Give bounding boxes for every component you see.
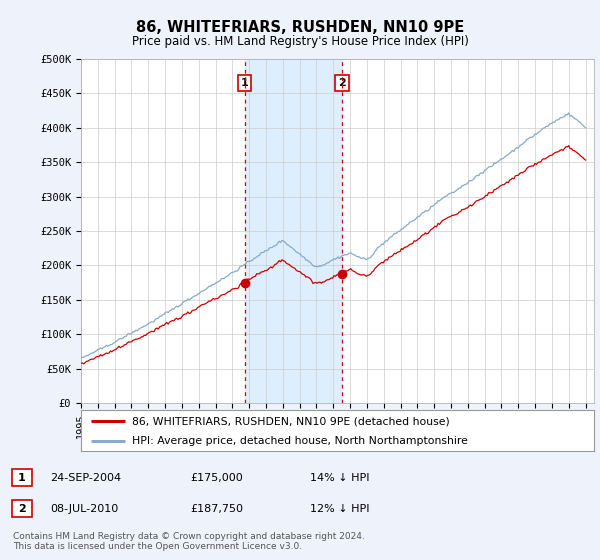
FancyBboxPatch shape	[12, 469, 32, 486]
Text: £187,750: £187,750	[190, 503, 243, 514]
Text: 86, WHITEFRIARS, RUSHDEN, NN10 9PE (detached house): 86, WHITEFRIARS, RUSHDEN, NN10 9PE (deta…	[133, 417, 450, 426]
Text: 24-SEP-2004: 24-SEP-2004	[50, 473, 121, 483]
Bar	[245, 59, 342, 403]
Text: Price paid vs. HM Land Registry's House Price Index (HPI): Price paid vs. HM Land Registry's House …	[131, 35, 469, 48]
Text: 12% ↓ HPI: 12% ↓ HPI	[310, 503, 370, 514]
Text: 1: 1	[18, 473, 26, 483]
Text: 1: 1	[241, 78, 248, 88]
Text: £175,000: £175,000	[190, 473, 243, 483]
Text: Contains HM Land Registry data © Crown copyright and database right 2024.
This d: Contains HM Land Registry data © Crown c…	[13, 531, 365, 551]
FancyBboxPatch shape	[12, 500, 32, 517]
Text: 2: 2	[338, 78, 346, 88]
Text: 08-JUL-2010: 08-JUL-2010	[50, 503, 118, 514]
Text: 2: 2	[18, 503, 26, 514]
Text: HPI: Average price, detached house, North Northamptonshire: HPI: Average price, detached house, Nort…	[133, 436, 468, 446]
Text: 86, WHITEFRIARS, RUSHDEN, NN10 9PE: 86, WHITEFRIARS, RUSHDEN, NN10 9PE	[136, 20, 464, 35]
Text: 14% ↓ HPI: 14% ↓ HPI	[310, 473, 370, 483]
